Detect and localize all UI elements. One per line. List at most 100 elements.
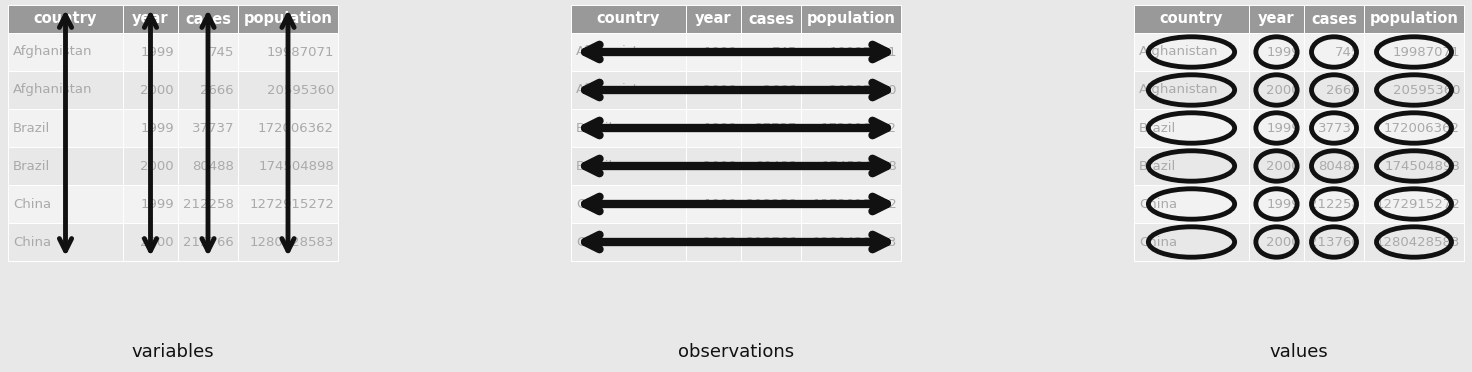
Text: values: values: [1270, 343, 1328, 361]
Bar: [571, 185, 686, 223]
Text: 2666: 2666: [764, 83, 796, 96]
Text: cases: cases: [185, 12, 231, 26]
Text: 1999: 1999: [704, 198, 737, 211]
Bar: [686, 5, 740, 33]
Text: 37737: 37737: [755, 122, 796, 135]
Text: 1272915272: 1272915272: [813, 198, 896, 211]
Text: China: China: [1139, 198, 1178, 211]
Bar: [686, 33, 740, 71]
Bar: [801, 147, 901, 185]
Text: China: China: [576, 198, 614, 211]
Text: 2000: 2000: [140, 235, 174, 248]
Bar: [740, 33, 801, 71]
Bar: [1250, 109, 1304, 147]
Text: 213766: 213766: [1309, 235, 1360, 248]
Text: country: country: [34, 12, 97, 26]
Bar: [178, 5, 238, 33]
Bar: [1304, 185, 1365, 223]
Bar: [178, 185, 238, 223]
Bar: [7, 109, 124, 147]
Bar: [178, 223, 238, 261]
Bar: [740, 5, 801, 33]
Bar: [238, 33, 339, 71]
Text: 1280428583: 1280428583: [1376, 235, 1460, 248]
Text: 1280428583: 1280428583: [813, 235, 896, 248]
Bar: [1250, 33, 1304, 71]
Bar: [1365, 71, 1465, 109]
Bar: [740, 109, 801, 147]
Text: 745: 745: [209, 45, 234, 58]
Text: Afghanistan: Afghanistan: [1139, 45, 1219, 58]
Bar: [740, 147, 801, 185]
Text: year: year: [695, 12, 732, 26]
Bar: [124, 223, 178, 261]
Text: 37737: 37737: [1317, 122, 1360, 135]
Text: 1999: 1999: [704, 45, 737, 58]
Text: Afghanistan: Afghanistan: [13, 45, 93, 58]
Bar: [740, 223, 801, 261]
Bar: [178, 109, 238, 147]
Bar: [571, 5, 686, 33]
Bar: [1133, 71, 1250, 109]
Bar: [238, 109, 339, 147]
Text: Brazil: Brazil: [1139, 122, 1176, 135]
Text: Afghanistan: Afghanistan: [13, 83, 93, 96]
Bar: [238, 185, 339, 223]
Text: 1999: 1999: [140, 122, 174, 135]
Text: country: country: [596, 12, 659, 26]
Text: 1999: 1999: [1266, 45, 1300, 58]
Text: 172006362: 172006362: [821, 122, 896, 135]
Bar: [686, 147, 740, 185]
Text: 172006362: 172006362: [258, 122, 334, 135]
Bar: [124, 5, 178, 33]
Bar: [124, 185, 178, 223]
Text: 20595360: 20595360: [830, 83, 896, 96]
Bar: [124, 71, 178, 109]
Text: 212258: 212258: [1309, 198, 1360, 211]
Text: Brazil: Brazil: [1139, 160, 1176, 173]
Bar: [1365, 5, 1465, 33]
Text: China: China: [13, 198, 52, 211]
Text: country: country: [1160, 12, 1223, 26]
Bar: [1365, 223, 1465, 261]
Text: year: year: [132, 12, 169, 26]
Bar: [124, 147, 178, 185]
Bar: [1133, 5, 1250, 33]
Bar: [238, 223, 339, 261]
Bar: [124, 109, 178, 147]
Text: 174504898: 174504898: [1384, 160, 1460, 173]
Bar: [7, 223, 124, 261]
Bar: [7, 33, 124, 71]
Text: 2000: 2000: [704, 235, 737, 248]
Bar: [238, 147, 339, 185]
Text: 1280428583: 1280428583: [250, 235, 334, 248]
Bar: [1133, 223, 1250, 261]
Bar: [7, 147, 124, 185]
Bar: [1133, 147, 1250, 185]
Text: 1999: 1999: [1266, 198, 1300, 211]
Bar: [740, 185, 801, 223]
Bar: [801, 71, 901, 109]
Bar: [7, 5, 124, 33]
Bar: [178, 33, 238, 71]
Bar: [1133, 33, 1250, 71]
Text: 745: 745: [1335, 45, 1360, 58]
Bar: [1365, 147, 1465, 185]
Bar: [1133, 185, 1250, 223]
Text: 2666: 2666: [1326, 83, 1360, 96]
Bar: [571, 147, 686, 185]
Bar: [686, 185, 740, 223]
Bar: [801, 5, 901, 33]
Text: population: population: [243, 12, 333, 26]
Text: 745: 745: [771, 45, 796, 58]
Text: 80488: 80488: [1317, 160, 1360, 173]
Text: 2666: 2666: [200, 83, 234, 96]
Text: Brazil: Brazil: [576, 160, 614, 173]
Bar: [1304, 33, 1365, 71]
Text: 2000: 2000: [704, 160, 737, 173]
Text: 1272915272: 1272915272: [1375, 198, 1460, 211]
Bar: [1250, 147, 1304, 185]
Bar: [571, 33, 686, 71]
Bar: [1250, 185, 1304, 223]
Text: Afghanistan: Afghanistan: [576, 83, 655, 96]
